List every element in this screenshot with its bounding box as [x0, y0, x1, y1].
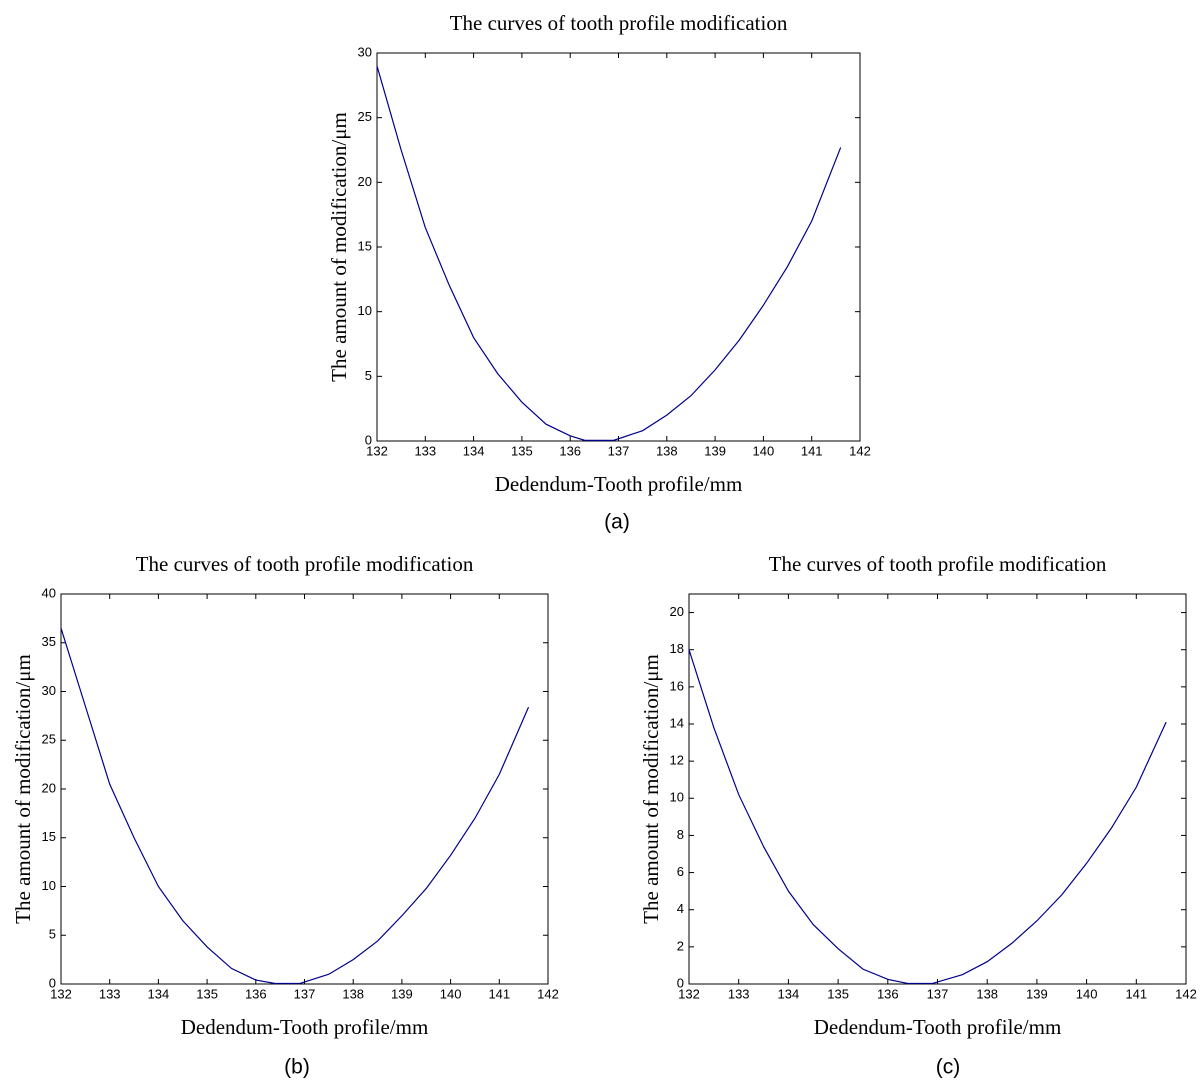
- x-tick-label: 133: [728, 986, 750, 1001]
- x-tick-label: 142: [537, 986, 559, 1001]
- y-tick-label: 5: [49, 927, 56, 942]
- y-axis-label: The amount of modification/μm: [639, 654, 663, 924]
- y-tick-label: 14: [670, 715, 684, 730]
- y-tick-label: 25: [42, 732, 56, 747]
- y-tick-label: 20: [42, 780, 56, 795]
- y-tick-label: 40: [42, 585, 56, 600]
- y-tick-label: 25: [358, 109, 372, 124]
- x-tick-label: 139: [391, 986, 413, 1001]
- y-tick-label: 2: [677, 938, 684, 953]
- y-tick-label: 15: [358, 238, 372, 253]
- x-tick-label: 135: [827, 986, 849, 1001]
- y-tick-label: 12: [670, 753, 684, 768]
- x-axis-label: Dedendum-Tooth profile/mm: [495, 472, 743, 496]
- x-tick-label: 139: [1026, 986, 1048, 1001]
- x-tick-label: 141: [1125, 986, 1147, 1001]
- x-tick-label: 135: [196, 986, 218, 1001]
- y-tick-label: 5: [365, 368, 372, 383]
- chart-title: The curves of tooth profile modification: [769, 552, 1107, 576]
- caption: (a): [604, 511, 630, 534]
- y-tick-label: 30: [42, 683, 56, 698]
- y-tick-label: 4: [677, 901, 684, 916]
- y-tick-label: 20: [670, 604, 684, 619]
- x-tick-label: 136: [877, 986, 899, 1001]
- x-tick-label: 137: [927, 986, 949, 1001]
- data-line: [376, 65, 842, 441]
- x-tick-label: 142: [1175, 986, 1197, 1001]
- x-tick-label: 134: [148, 986, 170, 1001]
- chart-title: The curves of tooth profile modification: [136, 552, 474, 576]
- x-tick-label: 134: [778, 986, 800, 1001]
- y-tick-label: 10: [42, 878, 56, 893]
- data-line: [688, 649, 1167, 985]
- caption: (b): [284, 1056, 310, 1079]
- x-tick-label: 132: [678, 986, 700, 1001]
- y-tick-label: 20: [358, 174, 372, 189]
- x-tick-label: 136: [559, 443, 581, 458]
- x-tick-label: 132: [50, 986, 72, 1001]
- y-tick-label: 0: [49, 975, 56, 990]
- x-tick-label: 133: [414, 443, 436, 458]
- y-tick-label: 10: [670, 790, 684, 805]
- x-tick-label: 134: [463, 443, 485, 458]
- y-tick-label: 6: [677, 864, 684, 879]
- y-tick-label: 8: [677, 827, 684, 842]
- y-tick-label: 30: [358, 44, 372, 59]
- caption: (c): [936, 1056, 961, 1079]
- y-tick-label: 35: [42, 634, 56, 649]
- x-tick-label: 136: [245, 986, 267, 1001]
- plot-frame: [688, 593, 1187, 985]
- x-axis-label: Dedendum-Tooth profile/mm: [181, 1015, 429, 1039]
- x-tick-label: 140: [440, 986, 462, 1001]
- y-tick-label: 10: [358, 303, 372, 318]
- x-axis-label: Dedendum-Tooth profile/mm: [814, 1015, 1062, 1039]
- y-tick-label: 18: [670, 641, 684, 656]
- x-tick-label: 141: [801, 443, 823, 458]
- y-axis-label: The amount of modification/μm: [11, 654, 35, 924]
- chart-title: The curves of tooth profile modification: [450, 11, 788, 35]
- x-tick-label: 138: [976, 986, 998, 1001]
- x-tick-label: 138: [656, 443, 678, 458]
- plot-frame: [376, 52, 861, 442]
- x-tick-label: 141: [488, 986, 510, 1001]
- x-tick-label: 140: [753, 443, 775, 458]
- x-tick-label: 135: [511, 443, 533, 458]
- y-tick-label: 0: [365, 432, 372, 447]
- x-tick-label: 133: [99, 986, 121, 1001]
- y-tick-label: 0: [677, 975, 684, 990]
- x-tick-label: 138: [342, 986, 364, 1001]
- x-tick-label: 137: [294, 986, 316, 1001]
- x-tick-label: 142: [849, 443, 871, 458]
- x-tick-label: 140: [1076, 986, 1098, 1001]
- plot-frame: [60, 593, 549, 985]
- y-tick-label: 15: [42, 829, 56, 844]
- data-line: [60, 627, 530, 985]
- x-tick-label: 139: [704, 443, 726, 458]
- x-tick-label: 132: [366, 443, 388, 458]
- y-tick-label: 16: [670, 678, 684, 693]
- y-axis-label: The amount of modification/μm: [327, 112, 351, 382]
- x-tick-label: 137: [608, 443, 630, 458]
